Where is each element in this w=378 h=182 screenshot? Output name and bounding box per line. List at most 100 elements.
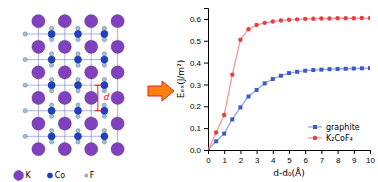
tick: 2 bbox=[239, 150, 244, 165]
tick-mark bbox=[354, 150, 355, 154]
data-point bbox=[255, 88, 259, 92]
atom bbox=[23, 32, 27, 36]
data-point bbox=[263, 81, 267, 85]
data-point bbox=[368, 16, 370, 20]
tick-mark bbox=[204, 106, 208, 107]
data-point bbox=[238, 37, 242, 41]
tick-label: 0.1 bbox=[190, 124, 202, 133]
tick: 6 bbox=[303, 150, 308, 165]
data-point bbox=[230, 117, 234, 121]
atom bbox=[111, 15, 124, 28]
legend: graphiteK₂CoF₄ bbox=[308, 123, 360, 143]
atom bbox=[111, 91, 124, 104]
arrow bbox=[148, 81, 174, 101]
atom bbox=[49, 77, 53, 81]
tick-label: 9 bbox=[352, 156, 357, 165]
tick-label: 8 bbox=[336, 156, 341, 165]
key-swatch bbox=[47, 173, 52, 178]
tick: 0.6 bbox=[190, 15, 208, 24]
data-point bbox=[279, 74, 283, 78]
atom bbox=[76, 26, 80, 30]
atom bbox=[102, 103, 106, 107]
atom bbox=[101, 30, 108, 37]
tick: 1 bbox=[222, 150, 227, 165]
tick-mark bbox=[338, 150, 339, 154]
tick-label: 5 bbox=[287, 156, 292, 165]
tick: 0 bbox=[206, 150, 211, 165]
data-point bbox=[279, 18, 283, 22]
atom bbox=[101, 107, 108, 114]
atom bbox=[49, 89, 53, 93]
atom bbox=[102, 77, 106, 81]
atom bbox=[111, 66, 124, 79]
atom bbox=[85, 66, 98, 79]
tick-label: 0.6 bbox=[190, 15, 202, 24]
atom bbox=[85, 117, 98, 130]
atom bbox=[102, 37, 106, 41]
tick: 0.0 bbox=[190, 146, 208, 155]
atom bbox=[58, 40, 71, 53]
data-point bbox=[247, 94, 251, 98]
tick-label: 4 bbox=[271, 156, 276, 165]
data-point bbox=[336, 67, 340, 71]
atom bbox=[102, 63, 106, 67]
figure: dKCoF0123456789100.00.10.20.30.40.50.6d-… bbox=[0, 0, 378, 182]
data-point bbox=[246, 27, 250, 31]
atom bbox=[32, 117, 45, 130]
atom bbox=[48, 133, 55, 140]
tick: 5 bbox=[287, 150, 292, 165]
axis-line bbox=[209, 151, 371, 155]
atom bbox=[74, 107, 81, 114]
key-swatch bbox=[85, 174, 88, 177]
atom bbox=[85, 40, 98, 53]
atom bbox=[58, 117, 71, 130]
tick-label: 7 bbox=[320, 156, 325, 165]
tick: 10 bbox=[366, 150, 375, 165]
tick: 0.1 bbox=[190, 124, 208, 133]
data-point bbox=[368, 66, 370, 70]
tick-mark bbox=[305, 150, 306, 154]
data-point bbox=[271, 19, 275, 23]
atom bbox=[102, 114, 106, 118]
atom bbox=[85, 15, 98, 28]
x-axis-title: d-d₀(Å) bbox=[273, 167, 304, 178]
atom bbox=[111, 143, 124, 156]
data-point bbox=[311, 17, 315, 21]
data-point bbox=[222, 113, 226, 117]
tick: 0.4 bbox=[190, 59, 208, 68]
atom bbox=[23, 83, 27, 87]
data-point bbox=[352, 16, 356, 20]
atom bbox=[23, 109, 27, 113]
atom bbox=[48, 107, 55, 114]
y-axis: 0.00.10.20.30.40.50.6 bbox=[190, 9, 209, 156]
key-label: Co bbox=[55, 171, 66, 180]
atom bbox=[49, 103, 53, 107]
atom bbox=[32, 66, 45, 79]
bracket bbox=[97, 85, 98, 111]
atom bbox=[76, 37, 80, 41]
atom bbox=[85, 143, 98, 156]
annotation: d bbox=[104, 92, 110, 102]
tick-mark bbox=[321, 150, 322, 154]
data-point bbox=[287, 71, 291, 75]
data-point bbox=[360, 16, 364, 20]
x-axis: 0123 4 5 6 7 8 9 10 bbox=[206, 150, 375, 165]
atom bbox=[48, 56, 55, 63]
tick-mark bbox=[204, 150, 208, 151]
data-point bbox=[271, 77, 275, 81]
data-point bbox=[230, 72, 234, 76]
atom bbox=[48, 82, 55, 89]
tick-label: 0.0 bbox=[190, 146, 202, 155]
tick: 3 bbox=[255, 150, 260, 165]
tick-mark bbox=[289, 150, 290, 154]
data-point bbox=[222, 132, 226, 136]
key-swatch bbox=[14, 171, 24, 181]
data-point bbox=[263, 21, 267, 25]
key-label: K bbox=[26, 171, 32, 180]
legend-label: K₂CoF₄ bbox=[326, 134, 353, 143]
tick: 0.3 bbox=[190, 81, 208, 90]
atom bbox=[101, 82, 108, 89]
tick-mark bbox=[204, 41, 208, 42]
atom bbox=[76, 89, 80, 93]
data-point bbox=[319, 68, 323, 72]
